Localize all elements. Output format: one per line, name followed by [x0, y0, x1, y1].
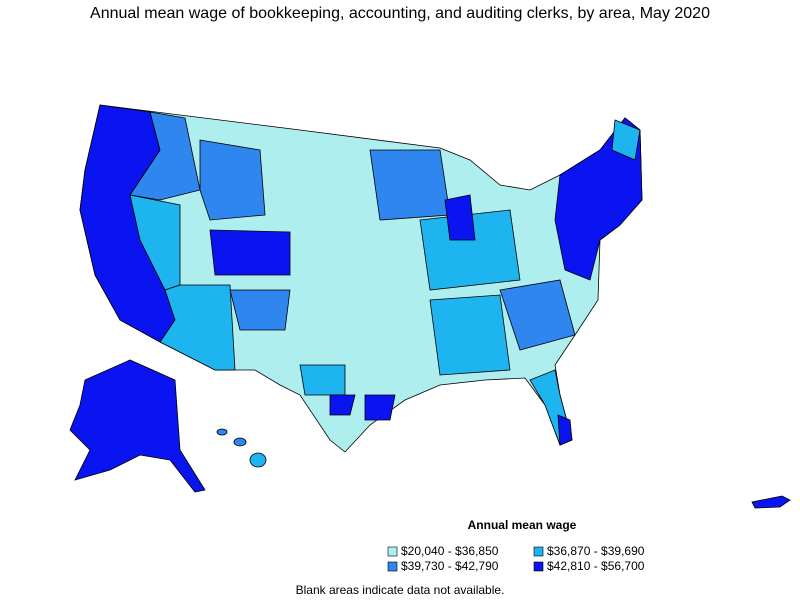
region: [159, 284, 236, 371]
region: [429, 294, 511, 376]
legend-swatch: [533, 546, 544, 557]
legend-label: $36,870 - $39,690: [547, 544, 645, 558]
region: [199, 139, 266, 221]
region: [69, 359, 206, 493]
legend-swatch: [387, 561, 398, 572]
legend-title: Annual mean wage: [468, 518, 577, 532]
note: Blank areas indicate data not available.: [296, 583, 505, 597]
region: [233, 437, 247, 447]
region: [209, 229, 291, 276]
region: [229, 289, 291, 331]
region: [369, 149, 451, 221]
map-title: Annual mean wage of bookkeeping, account…: [90, 5, 710, 22]
region: [216, 428, 228, 436]
region: [557, 414, 573, 446]
legend-swatch: [387, 546, 398, 557]
region: [499, 279, 576, 351]
legend-swatch: [533, 561, 544, 572]
region: [299, 364, 346, 396]
region: [364, 394, 396, 421]
region: [129, 111, 201, 201]
legend-label: $39,730 - $42,790: [401, 559, 499, 573]
region: [611, 119, 641, 161]
legend: Annual mean wage $20,040 - $36,850 $36,87…: [387, 518, 645, 573]
map: [69, 104, 791, 509]
region: [751, 495, 791, 509]
region: [419, 209, 521, 291]
region: [249, 452, 267, 468]
region: [329, 394, 356, 416]
legend-label: $20,040 - $36,850: [401, 544, 499, 558]
region: [444, 194, 476, 241]
legend-label: $42,810 - $56,700: [547, 559, 645, 573]
